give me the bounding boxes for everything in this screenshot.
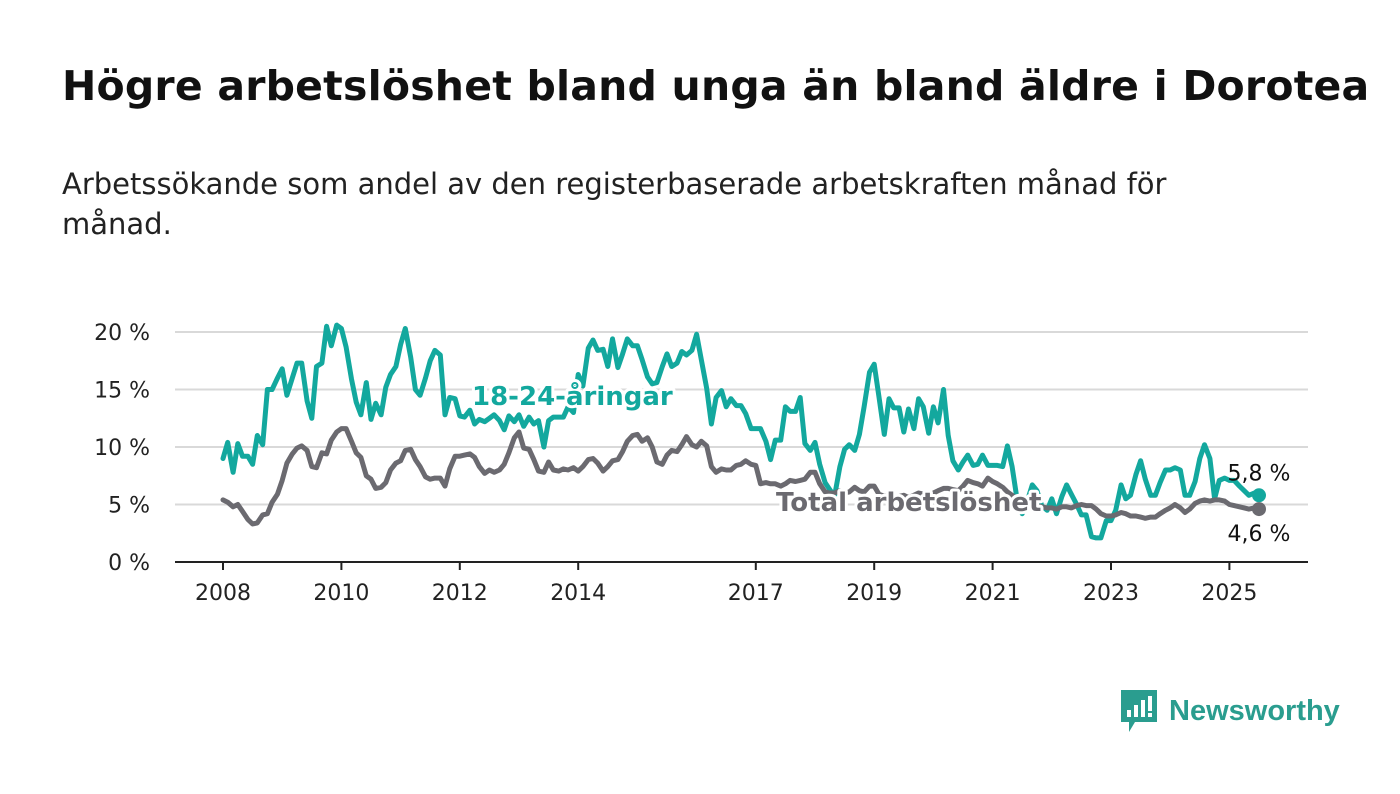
y-tick-label: 0 % [108, 551, 150, 576]
y-tick-label: 5 % [108, 494, 150, 519]
x-axis: 2008 2010 2012 2014 2017 2019 2021 2023 2025 [175, 561, 1308, 606]
line-chart: 0 %5 %10 %15 %20 % 2008 2010 2012 2014 2017 2… [94, 321, 1308, 606]
series-label-young: 18-24-åringar [472, 380, 673, 412]
series-line-total [220, 426, 1262, 527]
x-tick-label: 2012 [432, 581, 488, 606]
y-tick-label: 10 % [94, 436, 150, 461]
end-value-label: 4,6 % [1228, 522, 1291, 547]
x-tick-label: 2019 [846, 581, 902, 606]
brand-name: Newsworthy [1169, 694, 1340, 727]
x-tick-label: 2021 [965, 581, 1021, 606]
end-point-marker [1252, 488, 1266, 503]
series-labels: 5,8 % 4,6 % 18-24-åringar Total arbetslöshe… [469, 377, 1291, 547]
series-lines [220, 322, 1262, 541]
x-tick-label: 2023 [1083, 581, 1139, 606]
y-tick-label: 20 % [94, 321, 150, 346]
x-tick-label: 2017 [728, 581, 784, 606]
series-label-total: Total arbetslöshet [776, 488, 1041, 518]
chart-title: Högre arbetslöshet bland unga än bland ä… [62, 62, 1370, 110]
x-tick-label: 2025 [1201, 581, 1257, 606]
x-tick-label: 2014 [550, 581, 606, 606]
x-tick-label: 2010 [313, 581, 369, 606]
gridlines [175, 331, 1308, 506]
y-tick-label: 15 % [94, 379, 150, 404]
end-value-label: 5,8 % [1228, 461, 1291, 486]
end-point-marker [1252, 502, 1266, 517]
chart-subtitle: Arbetssökande som andel av den registerb… [62, 167, 1167, 241]
newsworthy-brand: Newsworthy [1119, 688, 1340, 734]
newsworthy-logo-icon [1121, 690, 1157, 732]
x-tick-label: 2008 [195, 581, 251, 606]
series-line-young [220, 322, 1262, 541]
y-axis: 0 % 5 % 10 % 15 % 20 % [94, 321, 150, 576]
